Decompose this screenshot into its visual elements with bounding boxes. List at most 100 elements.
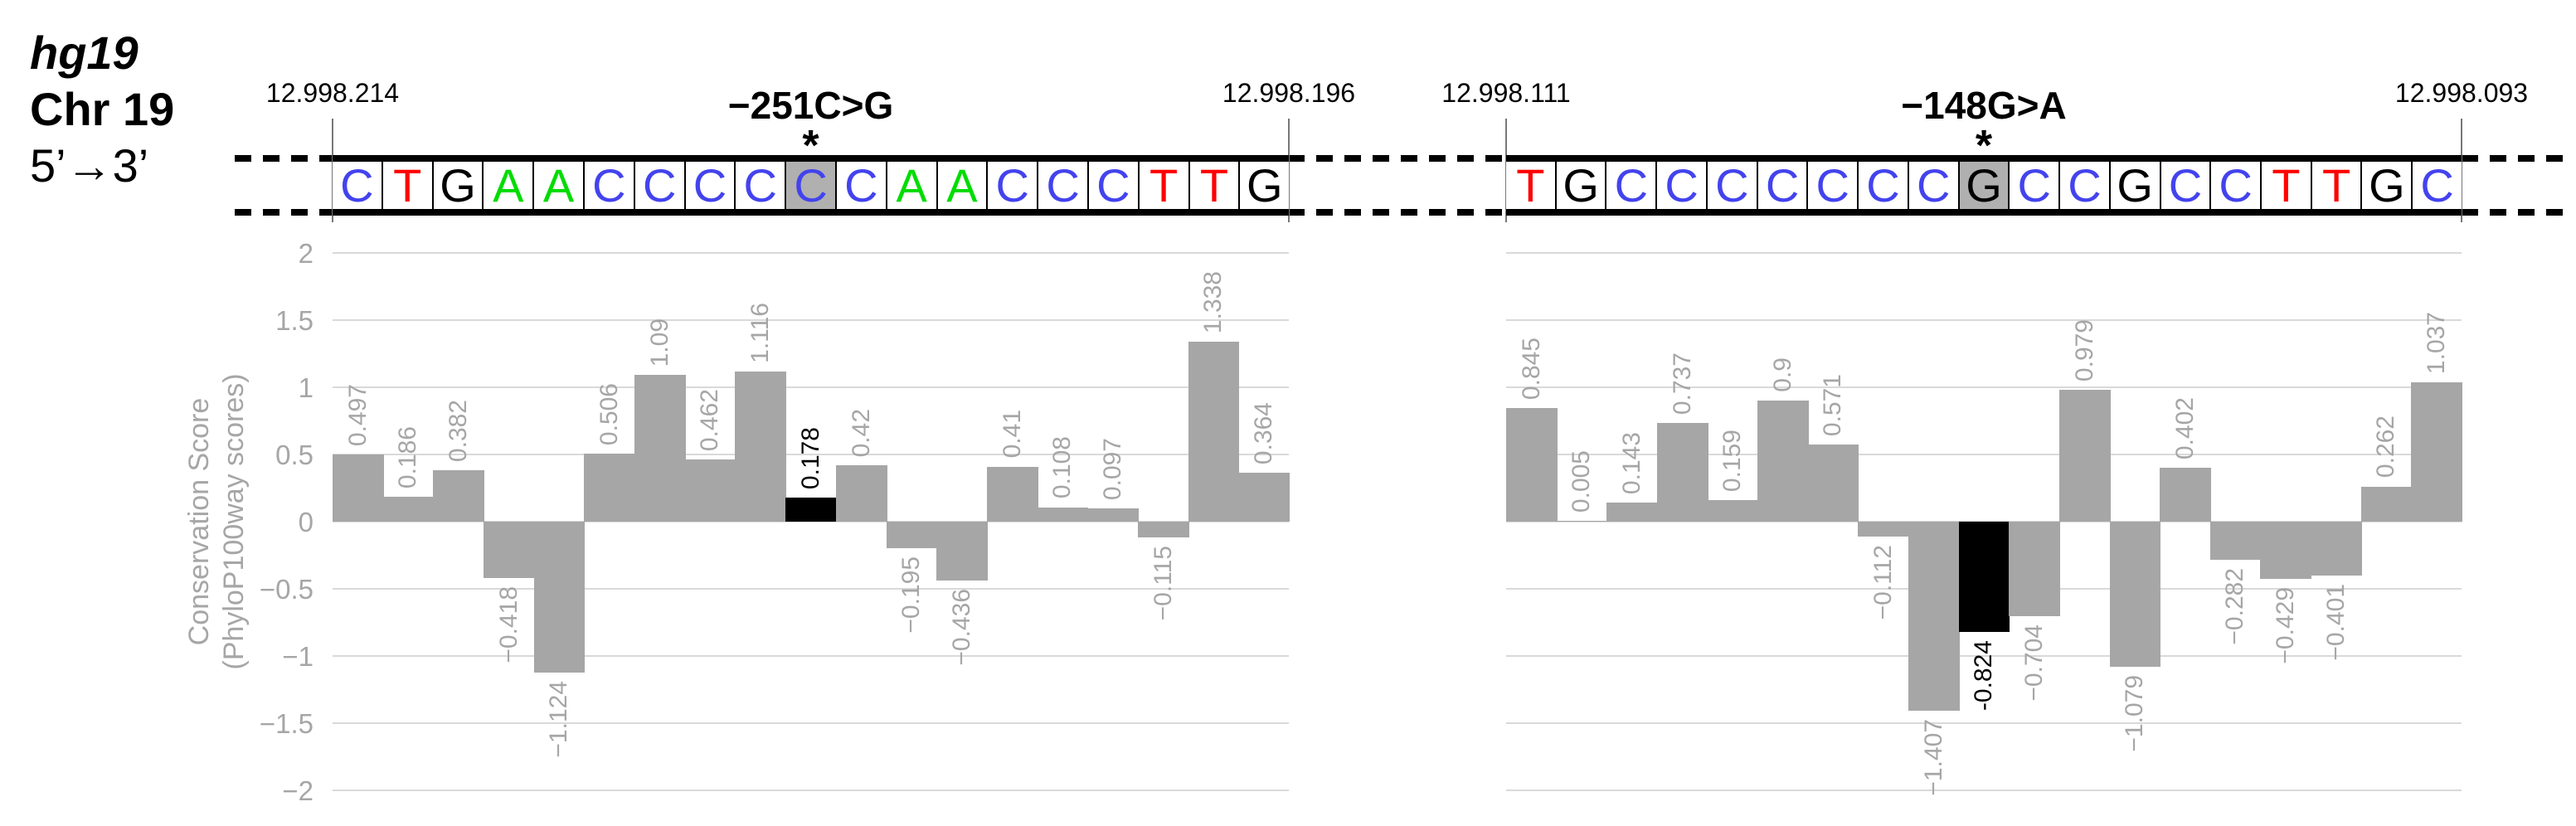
dna-strand-bottom-line — [333, 209, 1289, 216]
bar — [1606, 502, 1658, 522]
conservation-chart-right: 0.845 0.005 0.143 0.737 0.159 0.9 0.571 −0.112 −… — [1506, 252, 2462, 796]
bar-value-label: −0.704 — [2019, 624, 2048, 702]
sequence-cell: T — [1137, 162, 1188, 209]
y-tick-label: −1.5 — [259, 708, 313, 739]
sequence-cell: T — [1188, 162, 1239, 209]
gridline — [333, 454, 1289, 455]
sequence-cell-variant: C — [785, 162, 835, 209]
sequence-letter: G — [1966, 158, 2002, 211]
bar — [1757, 401, 1809, 522]
bar — [1506, 408, 1558, 522]
sequence-letter: T — [2322, 158, 2351, 211]
conservation-chart-left: 0.497 0.186 0.382 −0.418 −1.124 0.506 1.09 0.46… — [333, 252, 1290, 791]
gridline — [1506, 454, 2462, 455]
sequence-cell: C — [734, 162, 785, 209]
sequence-letter: C — [1096, 158, 1130, 211]
bar — [1188, 342, 1239, 522]
dna-strand-dashed-line — [2462, 155, 2569, 162]
dna-strand-dashed-line — [1288, 209, 1506, 216]
bar — [1038, 507, 1088, 522]
gridline — [333, 722, 1289, 724]
bar — [2311, 522, 2362, 576]
bar-value-label: 1.09 — [645, 318, 673, 367]
bar-value-label: 0.005 — [1567, 449, 1595, 513]
bar-value-label: −0.112 — [1869, 545, 1897, 620]
bar — [2160, 467, 2211, 522]
bar-value-label: 0.108 — [1048, 436, 1076, 499]
bar-value-label: 0.737 — [1668, 352, 1696, 415]
bar-value-label: 0.506 — [595, 382, 623, 446]
coordinate-label-end: 12.998.196 — [1222, 78, 1356, 108]
bar — [584, 454, 635, 522]
sequence-letter: A — [493, 158, 524, 211]
sequence-letter: C — [1665, 158, 1699, 211]
gridline — [1506, 252, 2462, 254]
sequence-letter: T — [393, 158, 422, 211]
dna-strand-dashed-line — [2462, 209, 2569, 216]
bar — [1557, 521, 1607, 522]
bar-value-label: −0.418 — [494, 585, 522, 663]
bar-variant — [1959, 522, 2010, 633]
bar — [1238, 473, 1290, 522]
sequence-cell: C — [1806, 162, 1858, 209]
chromosome-label: Chr 19 — [30, 83, 175, 135]
bar-value-label: 0.364 — [1249, 401, 1277, 465]
y-tick-label: 0 — [298, 507, 313, 537]
y-tick-label: 2 — [298, 238, 313, 269]
sequence-letter: G — [2117, 158, 2153, 211]
bar-value-label: 0.097 — [1098, 438, 1126, 501]
sequence-cell-variant: G — [1957, 158, 2009, 211]
bar-value-label: 0.571 — [1819, 374, 1846, 437]
gridline — [1506, 722, 2462, 724]
bar — [1908, 522, 1960, 711]
sequence-letter: C — [592, 158, 626, 211]
bar — [936, 522, 988, 581]
sequence-cell: C — [1037, 162, 1087, 209]
sequence-cell: C — [2411, 162, 2462, 209]
bar-value-label: 0.462 — [696, 389, 723, 452]
bar-value-label: 0.262 — [2372, 415, 2399, 479]
sequence-letter: C — [2219, 158, 2253, 211]
sequence-letter: T — [1199, 158, 1229, 211]
bar — [2260, 522, 2311, 580]
sequence-cell: G — [2108, 158, 2160, 211]
bar — [987, 466, 1038, 522]
dna-strand-bottom-line — [1506, 209, 2462, 216]
sequence-cell: A — [885, 162, 936, 209]
sequence-letter: C — [2068, 158, 2102, 211]
bar — [1087, 508, 1139, 522]
coordinate-label-start: 12.998.111 — [1441, 78, 1571, 108]
bar — [1858, 522, 1909, 537]
sequence-cell: T — [2260, 162, 2311, 209]
bar — [484, 522, 535, 578]
bar — [2210, 522, 2261, 560]
gridline — [333, 319, 1289, 321]
bar — [1138, 522, 1189, 537]
bar-value-label: 0.497 — [343, 384, 372, 447]
gridline — [333, 790, 1289, 791]
bar-value-label: 0.9 — [1768, 357, 1796, 393]
bar — [534, 522, 585, 673]
dna-strand-top-line — [1506, 155, 2462, 162]
y-tick-label: 1 — [298, 372, 313, 403]
bar-value-label: −1.124 — [545, 681, 572, 758]
coordinate-tick-line — [2461, 119, 2462, 222]
bar-value-label: -0.824 — [1970, 640, 1997, 712]
sequence-cell: T — [1506, 162, 1555, 209]
gridline — [1506, 386, 2462, 388]
gridline — [333, 588, 1289, 590]
gridline — [333, 386, 1289, 388]
bar — [433, 470, 484, 522]
sequence-letter: G — [1246, 158, 1283, 211]
sequence-cell: C — [1756, 162, 1807, 209]
sequence-cell: C — [834, 162, 886, 209]
bar-value-label: 0.979 — [2070, 319, 2098, 382]
bar — [685, 459, 736, 522]
variant-label: −148G>A — [1901, 84, 2067, 127]
sequence-cell: C — [986, 162, 1038, 209]
sequence-cell: G — [2360, 162, 2412, 209]
sequence-letter: C — [340, 158, 374, 211]
bar — [2361, 486, 2412, 522]
